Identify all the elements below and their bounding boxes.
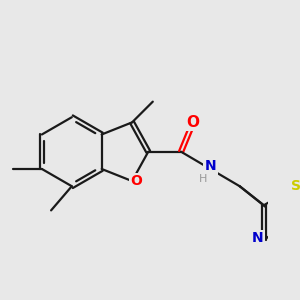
Text: N: N: [252, 231, 263, 245]
Text: H: H: [199, 174, 207, 184]
Text: S: S: [291, 179, 300, 193]
Text: O: O: [130, 174, 142, 188]
Text: O: O: [187, 115, 200, 130]
Text: N: N: [205, 159, 216, 173]
